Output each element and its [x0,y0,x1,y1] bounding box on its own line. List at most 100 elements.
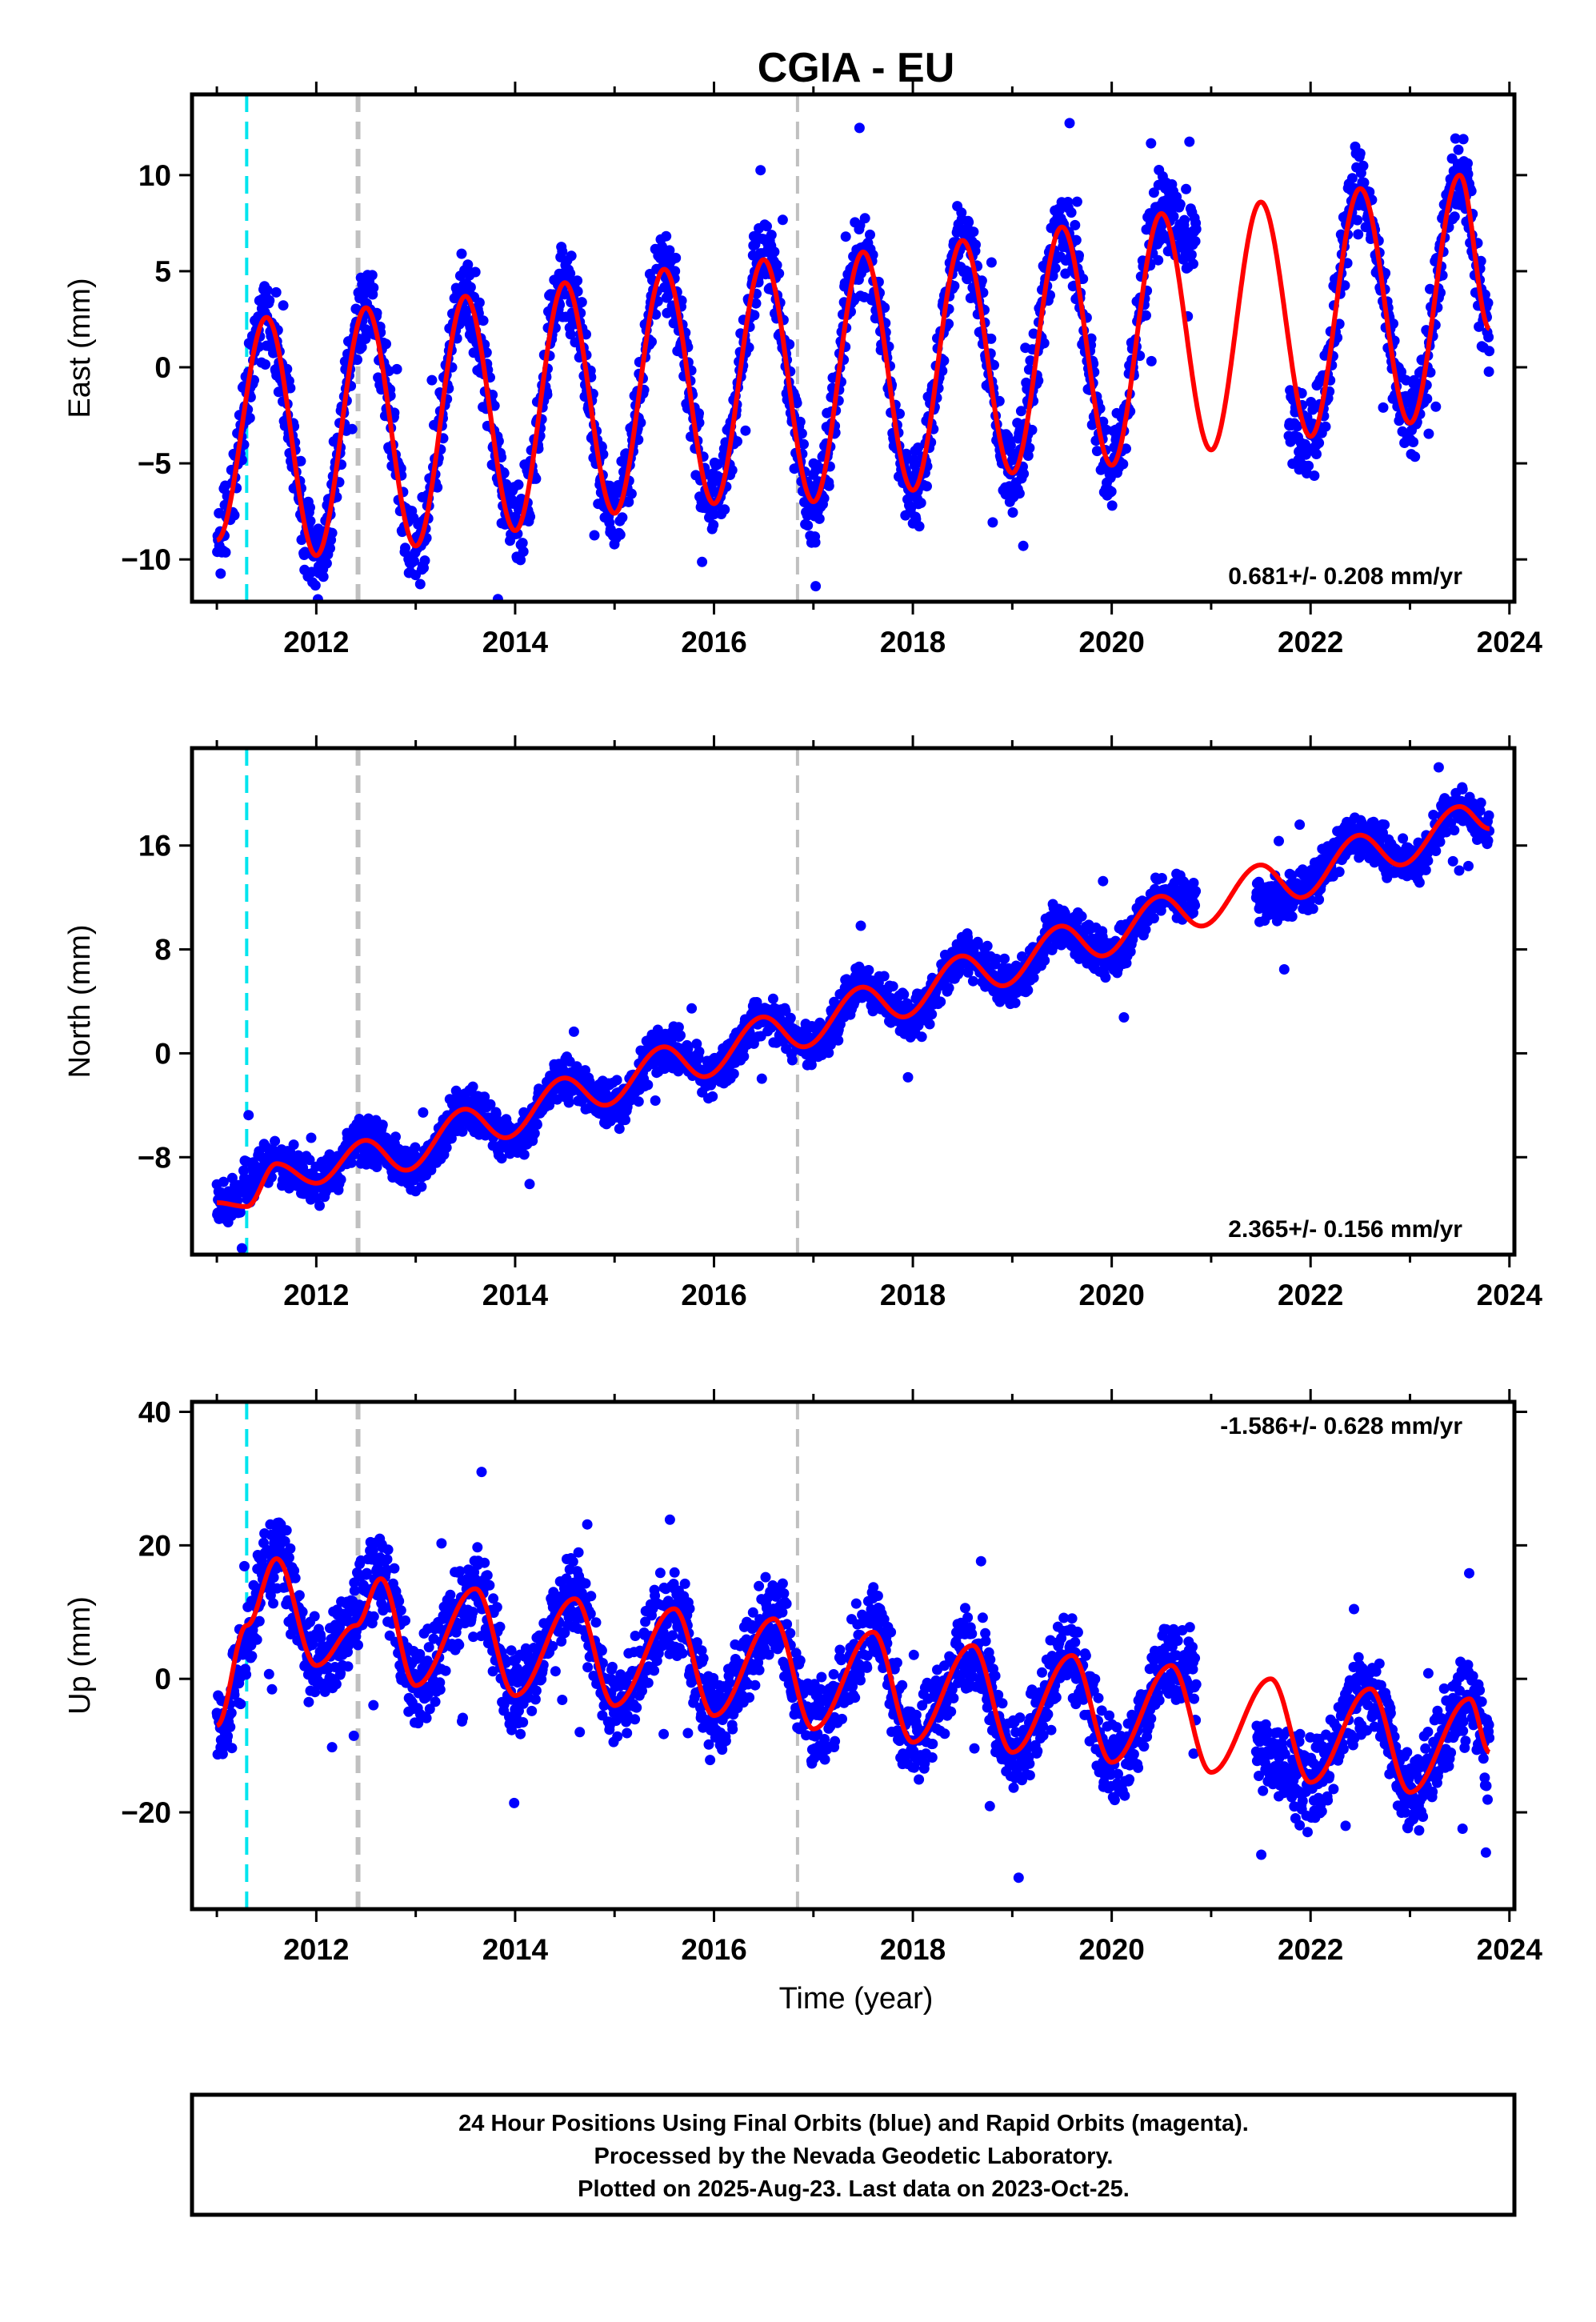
observation-point [1483,331,1494,342]
observation-point [1076,911,1087,922]
observation-point [310,1192,322,1203]
observation-point [326,527,338,538]
observation-point [1190,236,1201,246]
observation-point [617,512,628,523]
observation-point [441,1142,452,1153]
observation-point [999,953,1010,964]
observation-point [1388,318,1398,329]
observation-point [366,270,378,281]
observation-point [614,1123,625,1135]
observation-point [1024,442,1035,454]
observation-point [525,511,536,522]
observation-point [694,408,704,419]
observation-point [218,1176,229,1187]
observation-point [823,1047,834,1059]
observation-point [762,221,772,232]
observation-point [767,993,778,1004]
observation-point [557,246,568,257]
observation-point [1398,833,1409,844]
observation-point [1186,249,1197,260]
observation-point [515,554,526,566]
observation-point [894,408,905,419]
observation-point [708,509,719,520]
x-tick-label: 2018 [880,626,946,659]
observation-point [229,510,240,521]
observation-point [1303,460,1314,471]
observation-point [924,1019,935,1030]
observation-point [1483,366,1494,377]
observation-point [743,342,754,353]
observation-point [409,555,419,566]
observation-point [938,355,950,366]
observation-point [1307,903,1318,915]
observation-point [346,423,358,434]
observation-point [1086,333,1097,344]
y-axis-label: East (mm) [63,278,97,418]
observation-point [914,521,925,532]
observation-point [361,330,372,341]
observation-point [1286,911,1298,922]
observation-point [810,581,822,592]
observation-point [1071,196,1082,207]
observation-point [670,252,682,263]
observation-point [887,981,898,992]
observation-point [1148,187,1159,198]
observation-point [915,498,926,508]
observation-point [646,336,657,347]
observation-point [726,465,738,476]
observation-point [1010,997,1021,1008]
observation-point [786,1055,798,1066]
observation-point [1179,214,1190,226]
observation-point [633,1096,644,1107]
observation-point [1188,258,1198,270]
observation-point [791,398,802,409]
observation-point [796,428,807,439]
observation-point [1353,229,1364,240]
observation-point [1070,219,1081,230]
observation-point [1153,254,1164,266]
observation-point [949,280,960,291]
observation-point [635,417,646,428]
observation-point [310,580,321,591]
observation-point [854,122,865,134]
observation-point [1482,298,1494,309]
observation-point [1098,875,1109,887]
observation-point [1307,404,1318,415]
observation-point [694,1046,705,1057]
observation-point [576,297,587,308]
observation-point [474,297,485,308]
observation-point [288,1139,299,1151]
east-panel: 2012 2014 2016 2018 2020 2022 2024−10−50510Eas… [63,82,1542,659]
observation-point [865,229,875,240]
observation-point [465,282,476,293]
observation-point [264,295,275,306]
observation-point [581,329,591,340]
observation-point [1118,458,1129,470]
observation-point [1274,835,1284,847]
observation-point [1078,274,1089,284]
observation-point [278,300,289,311]
observation-point [262,285,273,296]
observation-point [457,1126,468,1137]
observation-point [414,578,426,590]
observation-point [418,1107,429,1118]
observation-point [784,338,795,350]
plot-area [211,748,1495,1255]
observation-point [682,1043,694,1055]
observation-point [1106,486,1117,497]
observation-point [994,395,1005,406]
observation-point [542,389,553,400]
observation-point [402,642,412,652]
observation-point [1074,250,1084,261]
observation-point [650,1095,661,1106]
observation-point [1339,280,1350,291]
observation-point [1064,118,1075,129]
observation-point [479,1091,490,1103]
observation-point [1190,900,1201,911]
observation-point [1358,177,1370,188]
observation-point [568,1026,579,1037]
observation-point [470,266,481,278]
observation-point [462,259,474,270]
observation-point [1378,402,1389,413]
